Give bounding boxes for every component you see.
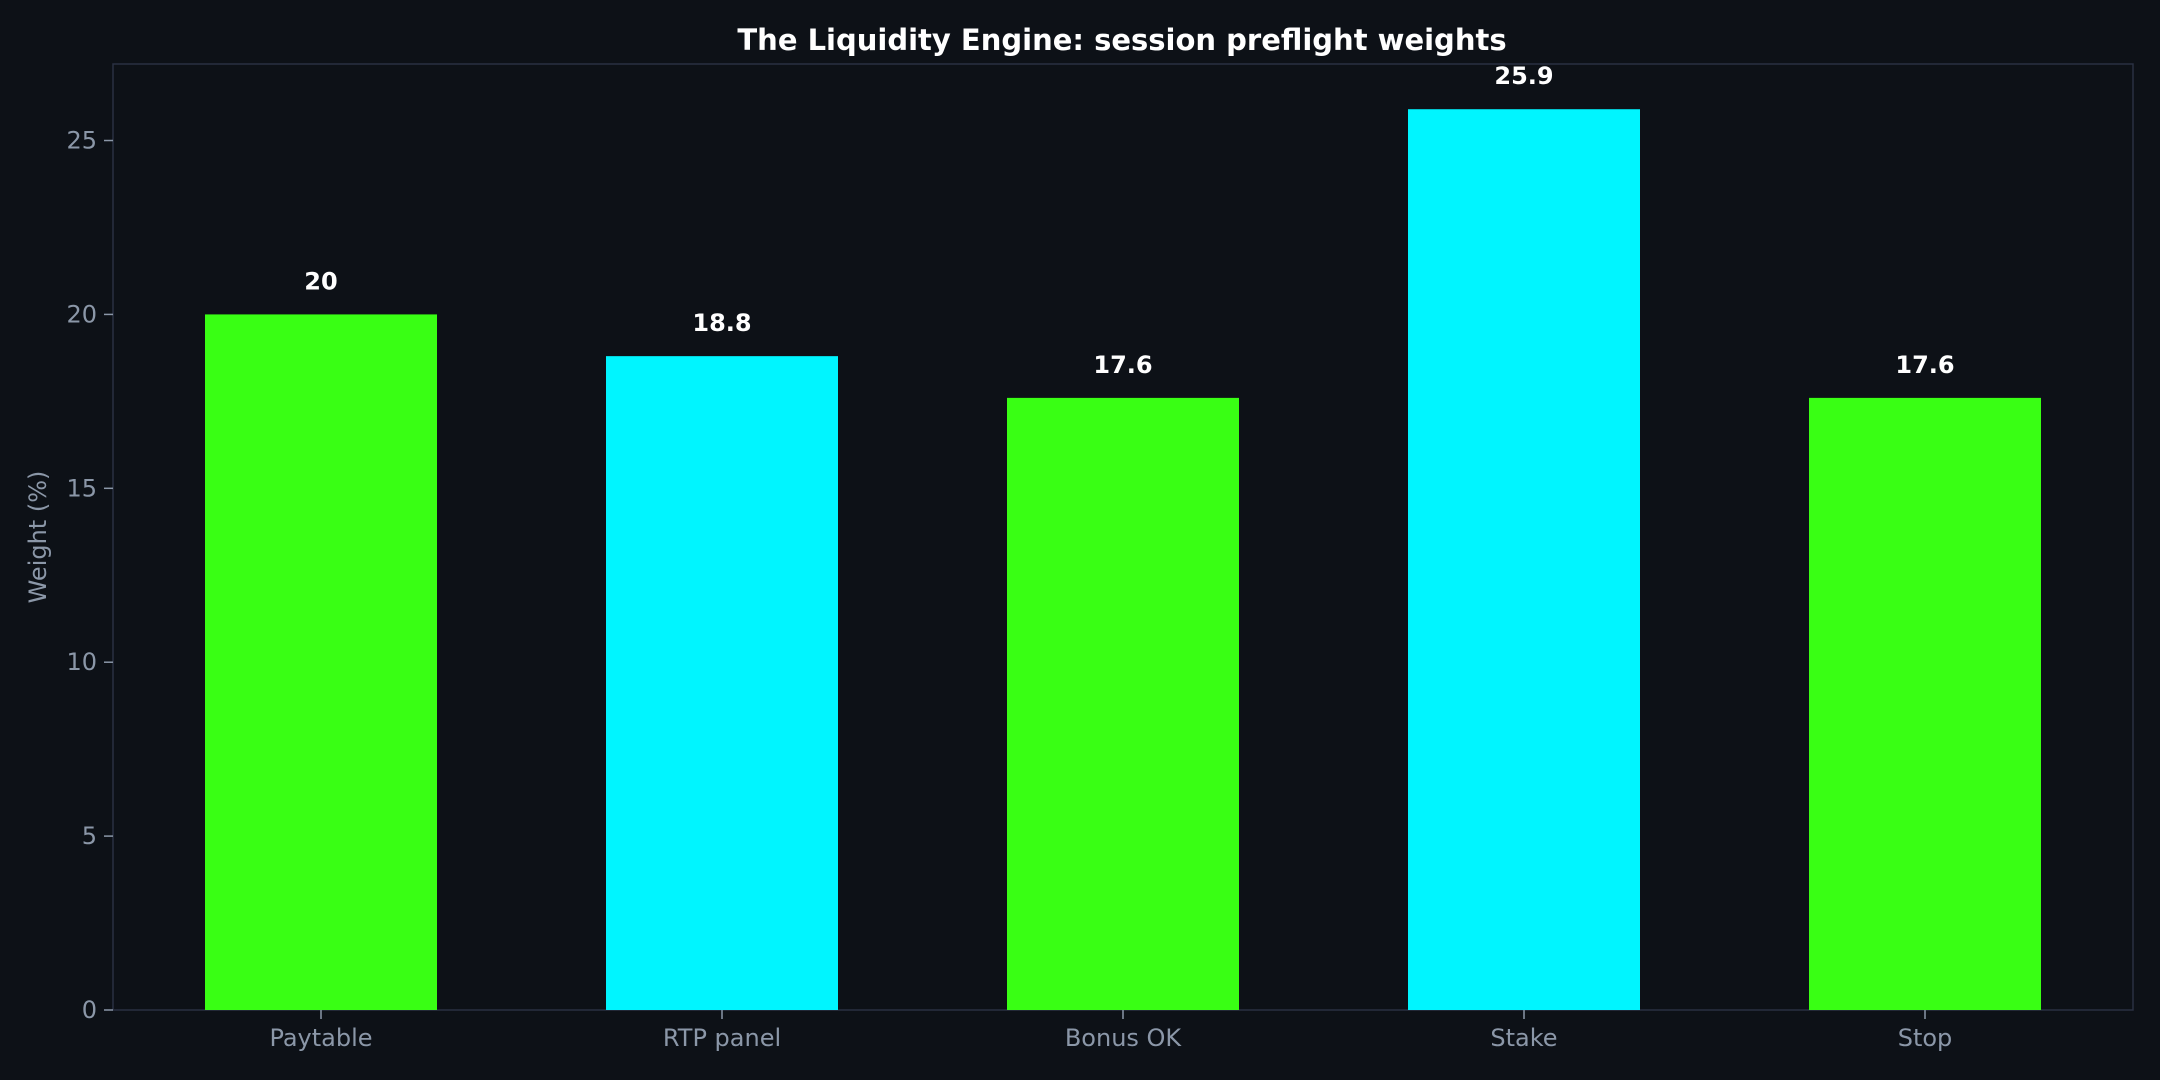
chart-title: The Liquidity Engine: session preflight … (737, 23, 1506, 57)
y-tick-label: 15 (66, 474, 97, 502)
bar-bonus-ok (1007, 397, 1239, 1011)
bar-paytable (205, 314, 437, 1011)
bar-value-label: 17.6 (1895, 351, 1954, 379)
bar-rtp-panel (606, 356, 838, 1010)
y-tick-label: 5 (82, 822, 97, 850)
y-tick-label: 25 (66, 127, 97, 155)
bars (205, 109, 2041, 1011)
data-labels: 20 18.8 17.6 25.9 17.6 (304, 62, 1954, 379)
bar-stop (1809, 397, 2041, 1011)
x-axis: Paytable RTP panel Bonus OK Stake Stop (269, 1010, 1952, 1052)
y-tick-label: 20 (66, 300, 97, 328)
y-axis: 0 5 10 15 20 25 (66, 127, 113, 1024)
bar-value-label: 18.8 (692, 309, 751, 337)
bar-value-label: 25.9 (1494, 62, 1553, 90)
y-tick-label: 10 (66, 648, 97, 676)
bar-stake (1408, 109, 1640, 1010)
bar-value-label: 20 (304, 267, 337, 295)
y-axis-label: Weight (%) (24, 471, 52, 604)
y-tick-label: 0 (82, 996, 97, 1024)
x-tick-label: Stop (1898, 1024, 1953, 1052)
x-tick-label: Bonus OK (1065, 1024, 1183, 1052)
x-tick-label: RTP panel (663, 1024, 781, 1052)
bar-value-label: 17.6 (1093, 351, 1152, 379)
x-tick-label: Paytable (269, 1024, 372, 1052)
x-tick-label: Stake (1490, 1024, 1557, 1052)
